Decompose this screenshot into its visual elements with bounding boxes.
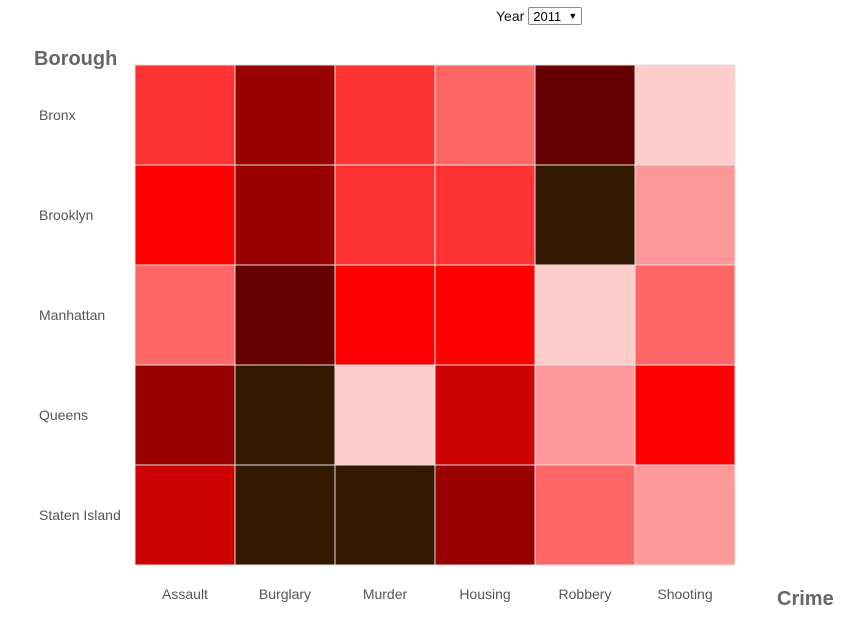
cell-staten-island-assault <box>134 464 236 566</box>
column-label-murder: Murder <box>363 586 408 602</box>
cell-manhattan-housing <box>434 264 536 366</box>
row-label-queens: Queens <box>39 407 88 423</box>
cell-manhattan-assault <box>134 264 236 366</box>
cell-queens-housing <box>434 364 536 466</box>
cell-staten-island-burglary <box>234 464 336 566</box>
cell-queens-robbery <box>534 364 636 466</box>
cell-staten-island-shooting <box>634 464 736 566</box>
row-label-staten-island: Staten Island <box>39 507 121 523</box>
cell-brooklyn-housing <box>434 164 536 266</box>
column-label-robbery: Robbery <box>559 586 612 602</box>
cell-manhattan-robbery <box>534 264 636 366</box>
row-label-manhattan: Manhattan <box>39 307 105 323</box>
cell-manhattan-murder <box>334 264 436 366</box>
cell-queens-murder <box>334 364 436 466</box>
cell-manhattan-burglary <box>234 264 336 366</box>
cell-queens-assault <box>134 364 236 466</box>
year-value: 2011 <box>533 8 562 24</box>
cell-staten-island-murder <box>334 464 436 566</box>
cell-brooklyn-shooting <box>634 164 736 266</box>
year-control: Year 2011 ▼ <box>496 6 583 26</box>
column-labels: Assault Burglary Murder Housing Robbery Shoot… <box>162 586 713 602</box>
y-axis-title: Borough <box>34 48 117 70</box>
x-axis-title: Crime <box>777 588 834 610</box>
cell-bronx-murder <box>334 64 436 166</box>
column-label-housing: Housing <box>459 586 510 602</box>
cell-brooklyn-assault <box>134 164 236 266</box>
cell-brooklyn-robbery <box>534 164 636 266</box>
cell-staten-island-housing <box>434 464 536 566</box>
row-label-bronx: Bronx <box>39 107 76 123</box>
cell-staten-island-robbery <box>534 464 636 566</box>
cell-queens-shooting <box>634 364 736 466</box>
year-select[interactable]: 2011 ▼ <box>528 7 583 25</box>
cell-bronx-assault <box>134 64 236 166</box>
cell-manhattan-shooting <box>634 264 736 366</box>
cell-bronx-burglary <box>234 64 336 166</box>
year-label: Year <box>496 8 525 24</box>
cell-brooklyn-burglary <box>234 164 336 266</box>
cell-brooklyn-murder <box>334 164 436 266</box>
heatmap-cells <box>134 64 736 566</box>
cell-bronx-housing <box>434 64 536 166</box>
cell-bronx-robbery <box>534 64 636 166</box>
row-label-brooklyn: Brooklyn <box>39 207 93 223</box>
row-labels: Bronx Brooklyn Manhattan Queens Staten Islan… <box>39 107 121 523</box>
cell-bronx-shooting <box>634 64 736 166</box>
column-label-shooting: Shooting <box>657 586 712 602</box>
column-label-assault: Assault <box>162 586 208 602</box>
chevron-down-icon: ▼ <box>568 11 578 21</box>
cell-queens-burglary <box>234 364 336 466</box>
column-label-burglary: Burglary <box>259 586 311 602</box>
